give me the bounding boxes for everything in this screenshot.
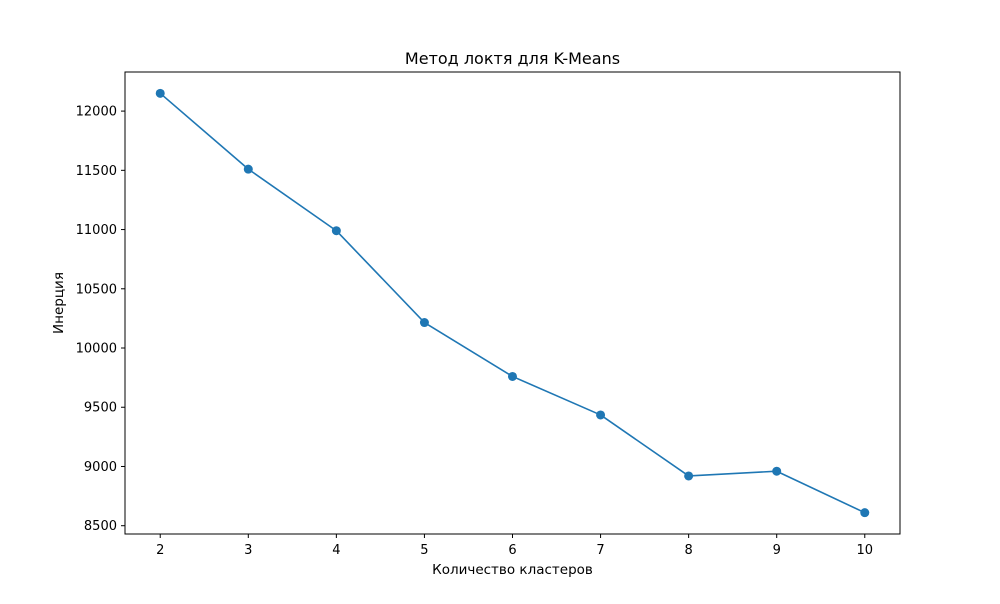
data-point-marker [684, 471, 694, 481]
y-tick-label: 11000 [76, 223, 117, 238]
y-tick-label: 8500 [84, 519, 117, 534]
plot-frame [124, 71, 901, 535]
y-tick-label: 12000 [76, 105, 117, 120]
data-point-marker [596, 410, 606, 420]
data-point-marker [419, 318, 429, 328]
x-tick-label: 8 [684, 543, 692, 558]
chart-title: Метод локтя для K-Means [405, 49, 620, 68]
data-point-marker [508, 371, 517, 381]
data-point-marker [155, 88, 165, 98]
series-line [159, 92, 866, 514]
y-tick-label: 11500 [76, 164, 117, 179]
ticks-layer: 2 3 4 5 6 7 8 9 10 8500 9000 9500 10000 10500 11000 115… [76, 105, 873, 558]
x-tick-label: 2 [156, 543, 164, 558]
data-point-marker [331, 226, 341, 236]
y-axis-label: Инерция [51, 272, 67, 334]
y-tick-label: 10000 [76, 342, 117, 357]
series-layer [155, 88, 870, 518]
y-tick-label: 9500 [84, 401, 117, 416]
data-point-marker [772, 466, 782, 476]
x-tick-label: 10 [856, 543, 873, 558]
x-tick-label: 7 [596, 543, 604, 558]
y-tick-label: 10500 [76, 282, 117, 297]
y-tick-label: 9000 [84, 460, 117, 475]
x-tick-label: 5 [420, 543, 428, 558]
x-tick-label: 6 [508, 543, 516, 558]
x-tick-label: 9 [773, 543, 781, 558]
data-point-marker [860, 508, 870, 518]
x-axis-label: Количество кластеров [432, 562, 593, 578]
x-tick-label: 3 [244, 543, 252, 558]
data-point-marker [243, 164, 253, 174]
x-tick-label: 4 [332, 543, 340, 558]
